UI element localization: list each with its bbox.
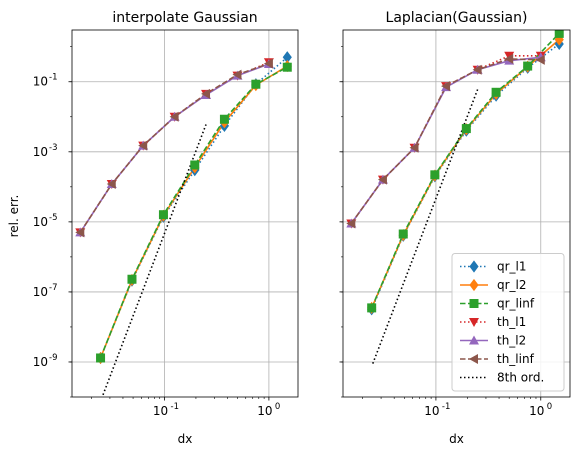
data-point-th-linf bbox=[535, 54, 545, 65]
data-point-th-linf bbox=[409, 142, 419, 153]
legend-label-qr-l1: qr_l1 bbox=[497, 260, 527, 274]
plot-area bbox=[346, 30, 564, 364]
data-point-qr-linf bbox=[523, 61, 533, 71]
data-point-th-linf bbox=[472, 64, 482, 75]
data-point-th-linf bbox=[201, 88, 211, 99]
data-point-qr-linf bbox=[127, 274, 137, 284]
data-point-qr-linf bbox=[190, 160, 200, 170]
x-axis-label: dx bbox=[178, 432, 193, 446]
data-point-qr-linf bbox=[461, 124, 471, 134]
data-point-qr-linf bbox=[158, 210, 168, 220]
y-tick-label-exponent: -1 bbox=[49, 73, 57, 83]
legend-label-th-l2: th_l2 bbox=[497, 334, 526, 348]
data-point-qr-linf bbox=[251, 79, 261, 89]
legend-marker-qr-linf bbox=[469, 299, 479, 308]
plot-area bbox=[75, 51, 292, 397]
x-tick-label: 10 bbox=[257, 404, 272, 418]
legend-marker-qr-l2 bbox=[469, 278, 479, 292]
data-point-th-linf bbox=[346, 218, 356, 229]
x-tick-label: 10 bbox=[529, 404, 544, 418]
data-point-th-linf bbox=[441, 81, 451, 92]
y-tick-label: 10 bbox=[33, 75, 48, 89]
data-point-th-linf bbox=[75, 227, 85, 238]
legend-box bbox=[451, 253, 565, 392]
data-point-th-linf bbox=[232, 69, 242, 80]
data-point-qr-linf bbox=[491, 87, 501, 97]
legend-marker-qr-l1 bbox=[469, 260, 479, 273]
axes-frame bbox=[71, 29, 299, 398]
axes-frame bbox=[342, 29, 571, 398]
chart-title: Laplacian(Gaussian) bbox=[386, 10, 528, 26]
y-tick-label: 10 bbox=[33, 355, 48, 369]
x-tick-label-exponent: -1 bbox=[171, 402, 179, 412]
legend-label-th-l1: th_l1 bbox=[497, 315, 526, 329]
y-tick-label: 10 bbox=[33, 145, 48, 159]
x-tick-label: 10 bbox=[424, 404, 439, 418]
legend-marker-th-linf bbox=[469, 354, 478, 364]
legend-marker-th-l1 bbox=[469, 318, 479, 327]
y-tick-label: 10 bbox=[33, 215, 48, 229]
data-point-qr-linf bbox=[282, 62, 292, 72]
data-point-th-linf bbox=[169, 111, 179, 122]
y-axis-label: rel. err. bbox=[7, 195, 21, 238]
series-line-th-l1 bbox=[350, 54, 541, 224]
data-point-qr-linf bbox=[219, 114, 229, 124]
data-point-qr-linf bbox=[96, 353, 106, 363]
y-tick-label-exponent: -5 bbox=[49, 213, 57, 223]
data-point-th-linf bbox=[106, 179, 116, 190]
legend-marker-th-l2 bbox=[469, 335, 479, 345]
data-point-qr-linf bbox=[398, 229, 408, 239]
chart-panel-laplacian: 10 -1 10 0Laplacian(Gaussian)dxqr_l1qr_l2qr… bbox=[339, 10, 571, 446]
data-point-th-linf bbox=[138, 140, 148, 151]
x-tick-label-exponent: -1 bbox=[442, 402, 450, 412]
x-axis-label: dx bbox=[449, 432, 464, 446]
chart-title: interpolate Gaussian bbox=[112, 10, 257, 26]
data-point-qr-linf bbox=[554, 30, 564, 38]
y-tick-label-exponent: -9 bbox=[49, 353, 57, 363]
x-tick-label: 10 bbox=[153, 404, 168, 418]
legend: qr_l1 qr_l2 qr_linf th_l1 th_l2 th_linf 8th or… bbox=[451, 253, 565, 392]
data-point-qr-linf bbox=[367, 303, 377, 313]
x-tick-label-exponent: 0 bbox=[275, 402, 280, 412]
y-tick-label-exponent: -7 bbox=[49, 283, 57, 293]
legend-label-th-linf: th_linf bbox=[497, 352, 535, 366]
legend-label-qr-l2: qr_l2 bbox=[497, 278, 527, 292]
series-line-qr-l2 bbox=[99, 65, 288, 359]
series-line-8th-ord bbox=[101, 124, 207, 397]
y-tick-label: 10 bbox=[33, 285, 48, 299]
data-point-th-linf bbox=[377, 174, 387, 185]
x-tick-label-exponent: 0 bbox=[547, 402, 552, 412]
series-line-qr-linf bbox=[99, 66, 288, 359]
legend-label-8th-ord: 8th ord. bbox=[497, 371, 544, 385]
legend-label-qr-linf: qr_linf bbox=[497, 297, 535, 311]
data-point-qr-linf bbox=[430, 170, 440, 180]
data-point-th-linf bbox=[504, 53, 514, 64]
y-tick-label-exponent: -3 bbox=[49, 143, 57, 153]
series-line-8th-ord bbox=[372, 89, 479, 364]
data-point-th-linf bbox=[263, 58, 273, 69]
